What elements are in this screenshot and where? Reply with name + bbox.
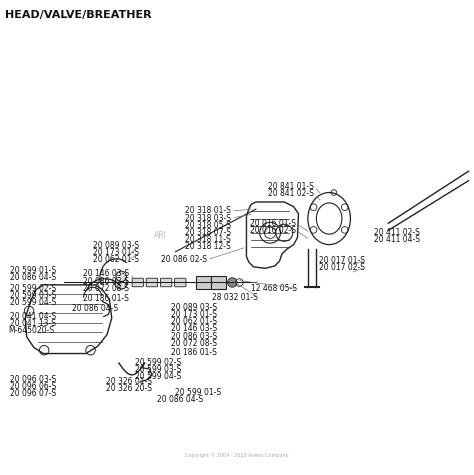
- Text: 20 041 04-S: 20 041 04-S: [10, 312, 56, 321]
- Text: 20 326 20-S: 20 326 20-S: [106, 384, 152, 393]
- Text: 20 599 03-S: 20 599 03-S: [136, 365, 182, 374]
- Text: 20 086 03-S: 20 086 03-S: [83, 276, 129, 285]
- Circle shape: [115, 277, 128, 289]
- Text: 20 072 08-S: 20 072 08-S: [171, 339, 217, 348]
- Text: 20 146 03-S: 20 146 03-S: [171, 324, 217, 333]
- Text: 20 173 01-S: 20 173 01-S: [93, 248, 139, 257]
- Text: 20 318 07-S: 20 318 07-S: [185, 228, 231, 237]
- FancyBboxPatch shape: [211, 276, 226, 289]
- Text: 20 318 03-S: 20 318 03-S: [185, 214, 231, 223]
- FancyBboxPatch shape: [146, 278, 157, 287]
- Text: 20 318 12-S: 20 318 12-S: [185, 242, 231, 251]
- Text: 20 841 01-S: 20 841 01-S: [268, 182, 314, 191]
- Text: 20 186 01-S: 20 186 01-S: [83, 294, 129, 303]
- Text: 20 318 11-S: 20 318 11-S: [185, 235, 231, 244]
- Text: 20 096 07-S: 20 096 07-S: [10, 390, 56, 399]
- FancyBboxPatch shape: [160, 278, 172, 287]
- Text: 20 599 03-S: 20 599 03-S: [10, 291, 56, 300]
- Text: 20 599 01-S: 20 599 01-S: [174, 389, 221, 398]
- Text: 20 086 02-S: 20 086 02-S: [161, 255, 208, 264]
- Text: 20 411 04-S: 20 411 04-S: [374, 236, 420, 244]
- Text: 20 326 01-S: 20 326 01-S: [106, 377, 152, 386]
- Text: 20 086 04-S: 20 086 04-S: [156, 396, 203, 404]
- Text: 20 086 04-S: 20 086 04-S: [10, 273, 56, 282]
- Text: 20 017 01-S: 20 017 01-S: [319, 256, 365, 265]
- Text: 20 173 01-S: 20 173 01-S: [171, 310, 217, 319]
- Text: 20 599 02-S: 20 599 02-S: [136, 358, 182, 367]
- Text: 20 016 02-S: 20 016 02-S: [250, 226, 296, 235]
- Text: 12 468 05-S: 12 468 05-S: [251, 284, 297, 293]
- Text: 20 841 02-S: 20 841 02-S: [268, 190, 314, 199]
- Text: 20 041 13-S: 20 041 13-S: [10, 319, 56, 328]
- FancyBboxPatch shape: [174, 278, 186, 287]
- FancyBboxPatch shape: [132, 278, 144, 287]
- Text: 20 599 02-S: 20 599 02-S: [10, 284, 56, 293]
- Text: 20 599 04-S: 20 599 04-S: [10, 298, 56, 307]
- Text: 20 318 05-S: 20 318 05-S: [185, 221, 231, 230]
- Text: 20 096 06-S: 20 096 06-S: [10, 382, 56, 391]
- Text: 20 089 03-S: 20 089 03-S: [171, 303, 217, 312]
- FancyBboxPatch shape: [196, 276, 211, 289]
- Text: 28 032 01-S: 28 032 01-S: [212, 293, 258, 302]
- Text: 20 062 01-S: 20 062 01-S: [171, 317, 217, 326]
- Text: 20 086 03-S: 20 086 03-S: [171, 332, 217, 341]
- Text: 20 086 04-S: 20 086 04-S: [72, 304, 118, 313]
- Text: HEAD/VALVE/BREATHER: HEAD/VALVE/BREATHER: [5, 10, 152, 20]
- Text: 20 072 08-S: 20 072 08-S: [83, 284, 129, 293]
- Text: 20 411 02-S: 20 411 02-S: [374, 228, 420, 238]
- Text: M-645020-S: M-645020-S: [8, 326, 54, 335]
- Circle shape: [228, 278, 237, 287]
- Text: 20 186 01-S: 20 186 01-S: [171, 348, 217, 357]
- Text: ARI: ARI: [155, 231, 167, 240]
- Text: 20 096 03-S: 20 096 03-S: [10, 375, 56, 384]
- Text: 20 062 01-S: 20 062 01-S: [93, 255, 139, 264]
- Text: 20 599 04-S: 20 599 04-S: [136, 372, 182, 381]
- Text: 20 017 02-S: 20 017 02-S: [319, 263, 365, 272]
- Text: 20 599 01-S: 20 599 01-S: [10, 266, 56, 275]
- Text: 20 089 03-S: 20 089 03-S: [93, 241, 139, 250]
- Text: 20 318 01-S: 20 318 01-S: [185, 207, 231, 216]
- Text: 20 016 01-S: 20 016 01-S: [250, 219, 296, 228]
- Text: 20 146 03-S: 20 146 03-S: [83, 269, 129, 278]
- Text: Copyright © 2004 - 2010 Ariens Company: Copyright © 2004 - 2010 Ariens Company: [185, 453, 289, 458]
- Circle shape: [116, 271, 127, 282]
